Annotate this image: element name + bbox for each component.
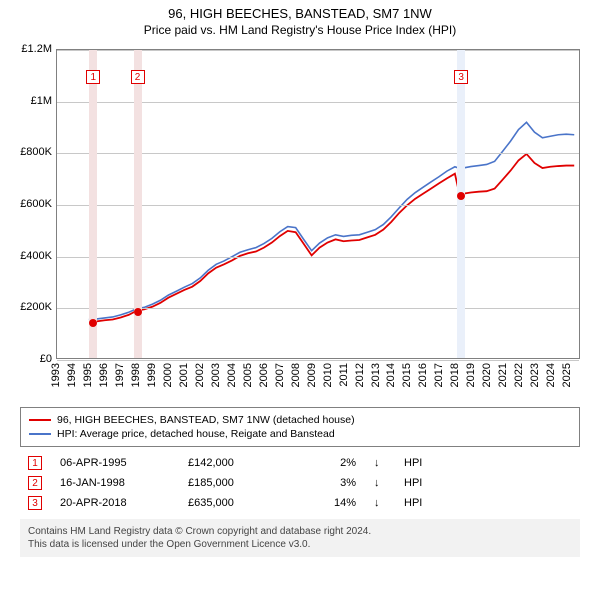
x-tick-label: 2020 [481,363,493,387]
x-tick-label: 2019 [465,363,477,387]
down-arrow-icon: ↓ [374,457,386,469]
sale-marker: 2 [28,476,42,490]
x-tick-label: 2025 [561,363,573,387]
x-tick-label: 2011 [338,363,350,387]
y-tick-label: £400K [20,250,52,262]
event-marker: 1 [86,70,100,84]
event-marker: 3 [454,70,468,84]
down-arrow-icon: ↓ [374,477,386,489]
y-tick-label: £200K [20,301,52,313]
legend-item: HPI: Average price, detached house, Reig… [29,428,571,440]
down-arrow-icon: ↓ [374,497,386,509]
footer-line-2: This data is licensed under the Open Gov… [28,538,572,551]
sale-price: £635,000 [188,497,278,509]
x-axis: 1993199419951996199719981999200020012002… [56,361,580,401]
legend-label: HPI: Average price, detached house, Reig… [57,428,335,440]
y-tick-label: £800K [20,146,52,158]
sale-price: £142,000 [188,457,278,469]
x-tick-label: 1999 [146,363,158,387]
x-tick-label: 2014 [385,363,397,387]
x-tick-label: 2021 [497,363,509,387]
x-tick-label: 2009 [306,363,318,387]
sale-point [457,192,465,200]
chart-subtitle: Price paid vs. HM Land Registry's House … [0,23,600,37]
y-tick-label: £1M [31,95,52,107]
event-band [457,50,465,358]
sale-row: 2 16-JAN-1998 £185,000 3% ↓ HPI [20,473,580,493]
x-tick-label: 2016 [417,363,429,387]
x-tick-label: 1998 [130,363,142,387]
sale-hpi-label: HPI [404,457,444,469]
x-tick-label: 2008 [290,363,302,387]
x-tick-label: 2012 [354,363,366,387]
x-tick-label: 2017 [433,363,445,387]
sale-pct: 2% [296,457,356,469]
sale-hpi-label: HPI [404,477,444,489]
sale-date: 06-APR-1995 [60,457,170,469]
x-tick-label: 2013 [370,363,382,387]
x-tick-label: 2007 [274,363,286,387]
x-tick-label: 1993 [50,363,62,387]
x-tick-label: 2015 [401,363,413,387]
chart-title: 96, HIGH BEECHES, BANSTEAD, SM7 1NW [0,6,600,21]
legend-label: 96, HIGH BEECHES, BANSTEAD, SM7 1NW (det… [57,414,355,426]
sale-hpi-label: HPI [404,497,444,509]
sale-row: 3 20-APR-2018 £635,000 14% ↓ HPI [20,493,580,513]
event-band [89,50,97,358]
x-tick-label: 1996 [98,363,110,387]
y-tick-label: £1.2M [21,43,52,55]
sale-price: £185,000 [188,477,278,489]
x-tick-label: 2002 [194,363,206,387]
x-tick-label: 1997 [114,363,126,387]
sale-point [89,319,97,327]
x-tick-label: 1995 [82,363,94,387]
sale-row: 1 06-APR-1995 £142,000 2% ↓ HPI [20,453,580,473]
x-tick-label: 2005 [242,363,254,387]
y-axis: £0£200K£400K£600K£800K£1M£1.2M [10,49,54,359]
chart-area: £0£200K£400K£600K£800K£1M£1.2M 123 19931… [10,43,590,403]
event-marker: 2 [131,70,145,84]
x-tick-label: 2018 [449,363,461,387]
x-tick-label: 2022 [513,363,525,387]
sale-marker: 1 [28,456,42,470]
footer-line-1: Contains HM Land Registry data © Crown c… [28,525,572,538]
sales-table: 1 06-APR-1995 £142,000 2% ↓ HPI 2 16-JAN-1998 £1… [20,453,580,513]
y-tick-label: £600K [20,198,52,210]
footer-attribution: Contains HM Land Registry data © Crown c… [20,519,580,557]
sale-date: 20-APR-2018 [60,497,170,509]
x-tick-label: 2024 [545,363,557,387]
sale-date: 16-JAN-1998 [60,477,170,489]
sale-pct: 14% [296,497,356,509]
series-line [89,122,574,319]
x-tick-label: 1994 [66,363,78,387]
chart-container: 96, HIGH BEECHES, BANSTEAD, SM7 1NW Pric… [0,6,600,557]
x-tick-label: 2023 [529,363,541,387]
legend-swatch [29,433,51,435]
legend: 96, HIGH BEECHES, BANSTEAD, SM7 1NW (det… [20,407,580,447]
x-tick-label: 2000 [162,363,174,387]
sale-point [134,308,142,316]
sale-pct: 3% [296,477,356,489]
legend-swatch [29,419,51,421]
sale-marker: 3 [28,496,42,510]
x-tick-label: 2006 [258,363,270,387]
x-tick-label: 2003 [210,363,222,387]
legend-item: 96, HIGH BEECHES, BANSTEAD, SM7 1NW (det… [29,414,571,426]
plot-area: 1 2 3 [56,49,580,359]
x-tick-label: 2010 [322,363,334,387]
x-tick-label: 2004 [226,363,238,387]
x-tick-label: 2001 [178,363,190,387]
